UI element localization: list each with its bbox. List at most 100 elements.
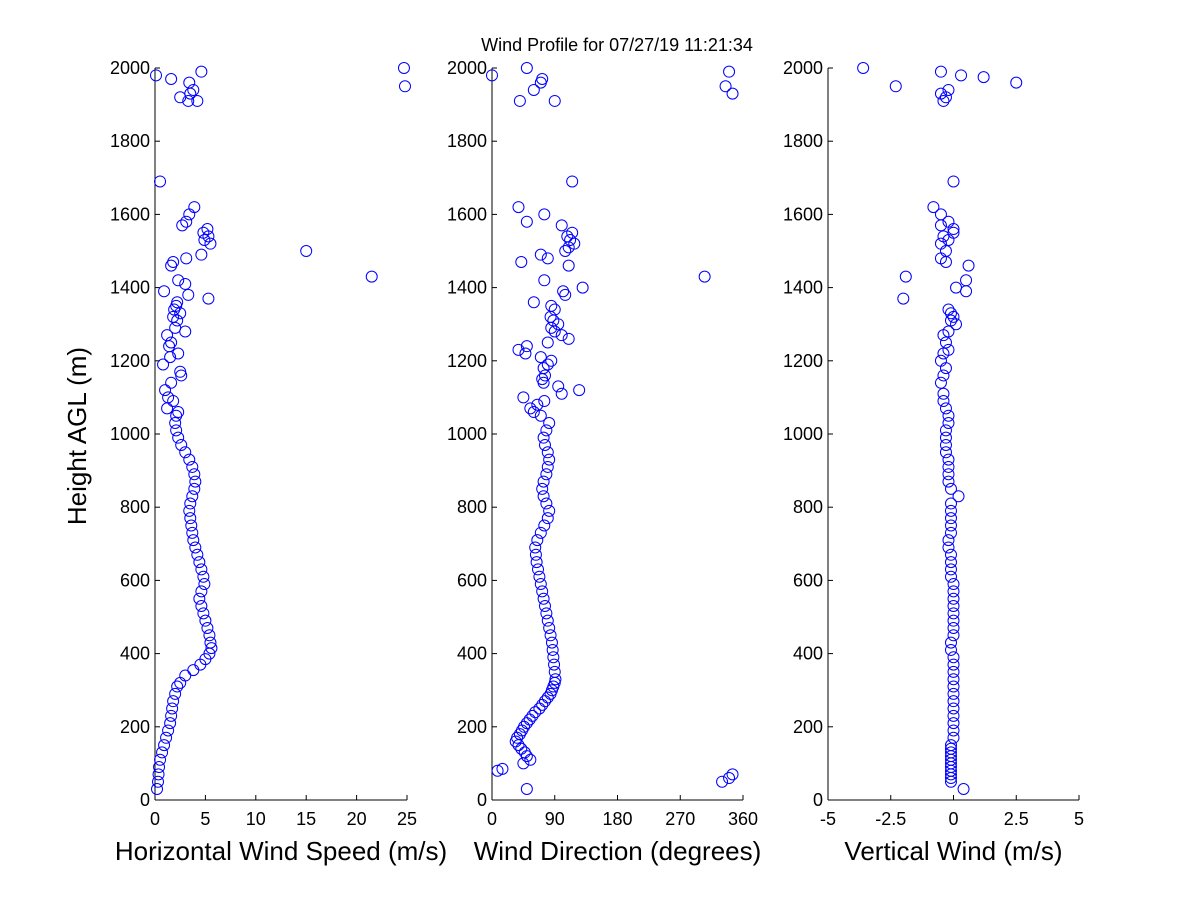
data-point — [538, 519, 551, 532]
data-point — [541, 336, 554, 349]
data-point — [536, 482, 549, 495]
data-point — [934, 354, 947, 367]
data-point — [562, 332, 575, 345]
data-point — [513, 94, 526, 107]
data-point — [188, 468, 201, 481]
data-point — [543, 453, 556, 466]
x-axis-label: Wind Direction (degrees) — [474, 836, 762, 866]
data-point — [698, 270, 711, 283]
data-point — [534, 248, 547, 261]
data-point — [527, 406, 540, 419]
x-tick-label: 5 — [200, 809, 210, 829]
y-tick-label: 1200 — [447, 351, 487, 371]
y-tick-label: 600 — [120, 570, 150, 590]
data-point — [538, 369, 551, 382]
data-point — [171, 680, 184, 693]
data-point — [559, 245, 572, 257]
data-point — [184, 87, 197, 100]
y-tick-label: 1600 — [447, 204, 487, 224]
panel-vertical-wind: 0 200 400 600 800 1000 1200 1400 1600 1800 2000 -5 -… — [783, 58, 1084, 866]
data-point — [942, 417, 955, 430]
data-point — [944, 314, 957, 327]
data-point — [162, 391, 175, 404]
data-point — [164, 717, 177, 730]
data-point — [496, 762, 509, 775]
data-point — [195, 600, 208, 613]
y-tick-label: 600 — [457, 570, 487, 590]
data-point — [161, 329, 174, 342]
data-point — [939, 336, 952, 349]
data-point — [947, 310, 960, 323]
data-point — [937, 94, 950, 107]
data-point — [944, 742, 957, 755]
data-point — [175, 369, 188, 382]
data-point — [548, 303, 561, 316]
y-tick-label: 1000 — [447, 424, 487, 444]
data-point — [195, 248, 208, 261]
data-point — [944, 556, 957, 569]
data-point — [937, 387, 950, 400]
data-point — [169, 687, 182, 700]
data-point — [179, 446, 192, 459]
y-tick-label: 1400 — [447, 278, 487, 298]
y-tick-label: 800 — [457, 497, 487, 517]
data-point — [543, 504, 556, 517]
y-tick-label: 400 — [457, 644, 487, 664]
data-point — [534, 409, 547, 422]
data-point — [512, 201, 525, 214]
data-point — [944, 563, 957, 576]
data-point — [188, 201, 201, 214]
data-point — [947, 629, 960, 642]
data-point — [527, 83, 540, 96]
data-point — [937, 369, 950, 382]
data-point — [167, 310, 180, 323]
x-tick-label: 2.5 — [1004, 809, 1029, 829]
data-point — [153, 761, 166, 774]
data-point — [193, 556, 206, 569]
data-point — [532, 563, 545, 576]
data-point — [486, 69, 498, 82]
data-point — [165, 709, 178, 722]
data-point — [546, 643, 559, 656]
data-point — [947, 717, 960, 730]
x-tick-label: 180 — [602, 809, 632, 829]
data-point — [184, 512, 197, 525]
data-point — [541, 460, 554, 473]
data-point — [169, 417, 182, 430]
data-point — [947, 578, 960, 591]
data-point — [300, 245, 313, 257]
data-point — [947, 665, 960, 678]
data-point — [934, 376, 947, 389]
y-tick-label: 800 — [793, 497, 823, 517]
data-point — [517, 757, 530, 770]
data-point — [942, 303, 955, 316]
data-point — [174, 307, 187, 320]
data-point — [955, 69, 968, 82]
data-point — [187, 83, 200, 96]
data-point — [944, 497, 957, 510]
data-point — [530, 556, 543, 569]
data-point — [557, 285, 570, 298]
data-point — [555, 387, 568, 400]
y-tick-label: 1000 — [110, 424, 150, 444]
data-point — [960, 285, 973, 298]
data-point — [942, 534, 955, 547]
data-point — [544, 629, 557, 642]
data-point — [171, 296, 184, 309]
data-point — [197, 226, 210, 239]
data-point — [162, 724, 175, 737]
y-tick-label: 2000 — [447, 58, 487, 78]
data-point — [526, 709, 539, 722]
data-point — [165, 72, 178, 85]
data-point — [944, 519, 957, 532]
data-point — [538, 695, 551, 708]
data-point — [548, 658, 561, 671]
panel-horizontal-wind-speed: 0 200 400 600 800 1000 1200 1400 1600 1800 2000 0 5 1… — [110, 58, 447, 866]
data-point — [1010, 76, 1023, 89]
data-point — [561, 230, 574, 243]
data-point — [186, 490, 199, 503]
y-tick-label: 200 — [793, 717, 823, 737]
data-point — [960, 274, 973, 287]
data-point — [947, 695, 960, 708]
panel-wind-direction: 0 200 400 600 800 1000 1200 1400 1600 1800 2000 0 90… — [447, 58, 761, 866]
